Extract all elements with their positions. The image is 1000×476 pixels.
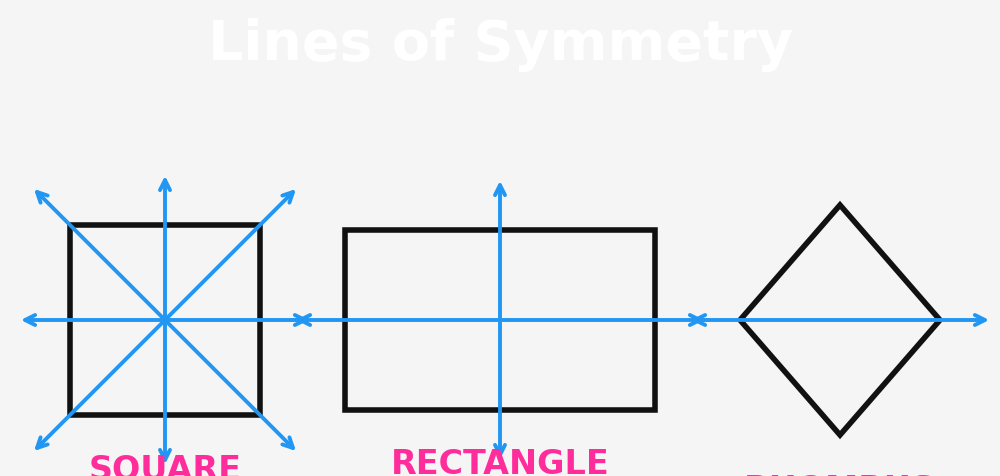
Text: SQUARE: SQUARE	[88, 454, 242, 476]
Text: RECTANGLE: RECTANGLE	[391, 448, 609, 476]
Text: RHOMBUS: RHOMBUS	[744, 474, 936, 476]
Text: Lines of Symmetry: Lines of Symmetry	[208, 18, 792, 72]
